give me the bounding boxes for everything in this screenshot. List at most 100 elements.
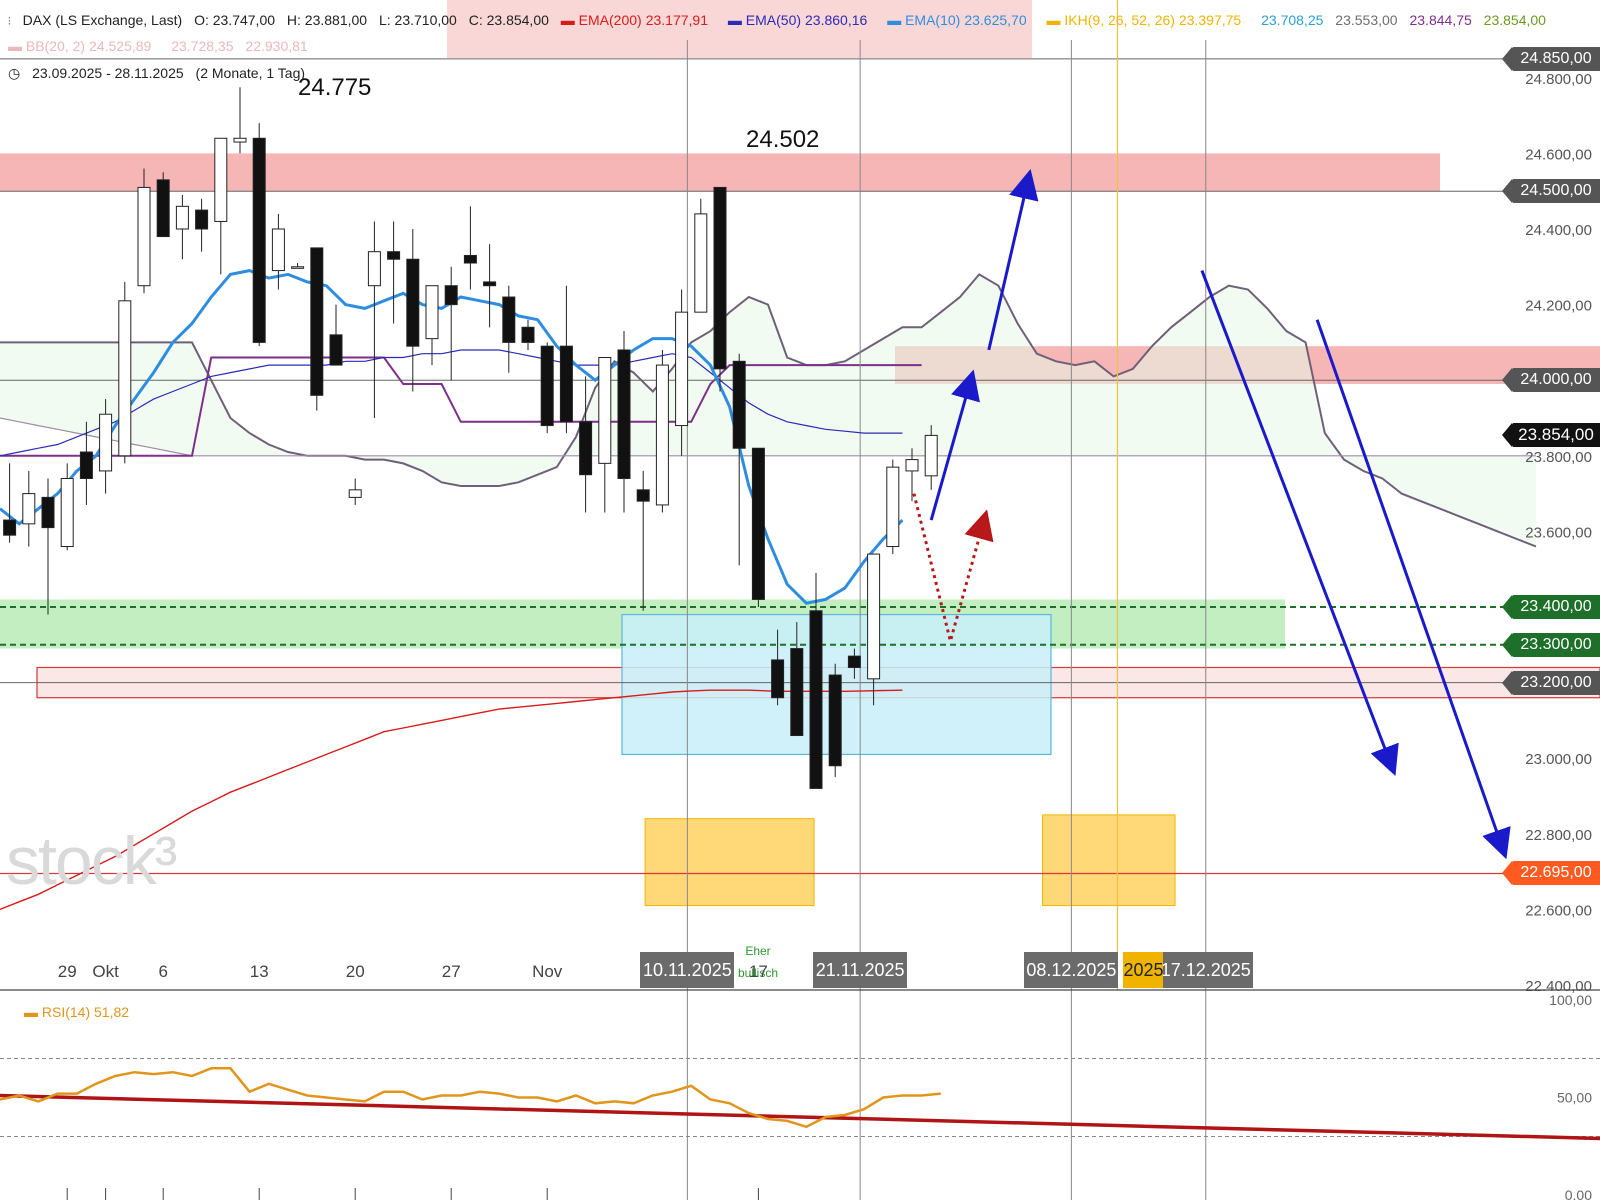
rsi-trendline bbox=[0, 1093, 1600, 1141]
y-tick-label: 22.600,00 bbox=[1525, 902, 1592, 919]
candle bbox=[828, 674, 842, 767]
ema200-value: 23.177,91 bbox=[645, 12, 708, 28]
candle bbox=[655, 364, 669, 506]
price-label-23400: 23.400,00 bbox=[1502, 595, 1600, 619]
ema50-legend: ▬ EMA(50) 23.860,16 bbox=[727, 12, 868, 28]
candle bbox=[99, 413, 113, 472]
bb-value-3: 22.930,81 bbox=[245, 38, 308, 54]
header-line-2: ▬ BB(20, 2) 24.525,89 23.728,35 22.930,81 bbox=[8, 38, 316, 54]
ema10-value: 23.625,70 bbox=[964, 12, 1027, 28]
header-line-1: ⫶ DAX (LS Exchange, Last) O: 23.747,00 H… bbox=[8, 12, 1554, 29]
y-tick-label: 22.400,00 bbox=[1525, 978, 1592, 995]
stock3-logo: stock³ bbox=[6, 823, 177, 899]
candle bbox=[771, 659, 785, 699]
projection-arrow-up-1 bbox=[929, 369, 980, 521]
y-tick-label: 23.600,00 bbox=[1525, 524, 1592, 541]
bb-value-2: 23.728,35 bbox=[171, 38, 234, 54]
candle bbox=[886, 466, 900, 548]
zone-time-box-1 bbox=[644, 818, 815, 907]
candle bbox=[847, 655, 861, 668]
candle bbox=[271, 228, 285, 272]
candle bbox=[694, 213, 708, 313]
candle bbox=[367, 251, 381, 287]
date-label-08.12.2025: 08.12.2025 bbox=[1024, 952, 1119, 988]
x-tick-label: Okt bbox=[92, 962, 119, 981]
bb-label: BB(20, 2) bbox=[25, 38, 86, 54]
close-value: C: 23.854,00 bbox=[468, 12, 549, 28]
candle bbox=[156, 179, 170, 238]
candle bbox=[636, 489, 650, 502]
rsi-y-tick-label: 50,00 bbox=[1557, 1090, 1592, 1106]
ichimoku-span-a bbox=[0, 273, 1537, 548]
ikh-value-1: 23.397,75 bbox=[1178, 12, 1242, 28]
candle bbox=[387, 251, 401, 260]
rsi-line bbox=[0, 1067, 941, 1129]
projection-arrow-dotted bbox=[912, 493, 994, 647]
ema50-label: EMA(50) bbox=[745, 12, 802, 28]
low-value: L: 23.710,00 bbox=[378, 12, 457, 28]
candle bbox=[732, 360, 746, 449]
price-label-23200: 23.200,00 bbox=[1502, 670, 1600, 695]
zone-resistance-top bbox=[0, 153, 1440, 192]
bar-chart-icon: ⫶ bbox=[8, 16, 11, 28]
bb-legend: ▬ BB(20, 2) 24.525,89 bbox=[8, 38, 152, 54]
candle bbox=[790, 648, 804, 737]
candle bbox=[3, 519, 17, 536]
y-tick-label: 24.800,00 bbox=[1525, 71, 1592, 88]
candle bbox=[233, 137, 247, 143]
candle bbox=[41, 496, 55, 529]
candle bbox=[598, 357, 612, 464]
candle bbox=[540, 345, 554, 427]
ema200-label: EMA(200) bbox=[578, 12, 642, 28]
rsi-y-tick-label: 100,00 bbox=[1549, 992, 1592, 1008]
ikh-label: IKH(9, 26, 52, 26) bbox=[1064, 12, 1175, 28]
period-detail: (2 Monate, 1 Tag) bbox=[195, 65, 306, 81]
candle bbox=[214, 137, 228, 222]
projection-arrow-down-1 bbox=[1200, 270, 1399, 776]
date-label-21.11.2025: 21.11.2025 bbox=[813, 952, 908, 988]
zone-time-box-2 bbox=[1042, 814, 1176, 907]
candle bbox=[195, 209, 209, 230]
price-label-24000: 24.000,00 bbox=[1502, 368, 1600, 393]
y-tick-label: 24.400,00 bbox=[1525, 222, 1592, 239]
x-tick-label: Nov bbox=[532, 962, 563, 981]
ikh-value-4: 23.844,75 bbox=[1409, 12, 1472, 28]
ema10-legend: ▬ EMA(10) 23.625,70 bbox=[887, 12, 1027, 28]
price-label-22695: 22.695,00 bbox=[1502, 861, 1600, 886]
ikh-value-5: 23.854,00 bbox=[1483, 12, 1546, 28]
candle bbox=[905, 459, 919, 472]
rsi-legend: ▬ RSI(14) 51,82 bbox=[24, 1004, 129, 1020]
candle bbox=[809, 610, 823, 789]
candle bbox=[617, 349, 631, 479]
candle bbox=[444, 285, 458, 306]
date-label-17.12.2025: 17.12.2025 bbox=[1158, 952, 1253, 988]
candle bbox=[348, 489, 362, 498]
ema200-legend: ▬ EMA(200) 23.177,91 bbox=[560, 12, 708, 28]
price-label-23300: 23.300,00 bbox=[1502, 632, 1600, 657]
price-label-24850: 24.850,00 bbox=[1502, 46, 1600, 71]
projection-arrow-down-2 bbox=[1315, 319, 1511, 860]
candle bbox=[291, 266, 305, 269]
annotation-high-2: 24.502 bbox=[746, 126, 819, 153]
y-tick-label: 24.600,00 bbox=[1525, 146, 1592, 163]
candle bbox=[502, 296, 516, 343]
period-range: 23.09.2025 - 28.11.2025 bbox=[32, 65, 184, 81]
ichimoku-kijun bbox=[0, 356, 922, 457]
candle bbox=[463, 254, 477, 264]
candle bbox=[329, 334, 343, 366]
ichimoku-cloud bbox=[0, 274, 1536, 547]
ichimoku-span-b bbox=[0, 417, 1536, 457]
ikh-value-3: 23.553,00 bbox=[1335, 12, 1398, 28]
candle bbox=[22, 493, 36, 525]
header-line-3: ◷ 23.09.2025 - 28.11.2025 (2 Monate, 1 T… bbox=[8, 65, 313, 82]
ikh-value-2: 23.708,25 bbox=[1261, 12, 1324, 28]
clock-icon: ◷ bbox=[8, 65, 21, 81]
candle bbox=[713, 186, 727, 370]
date-label-10.11.2025: 10.11.2025 bbox=[640, 952, 735, 988]
rsi-y-tick-label: 0,00 bbox=[1565, 1187, 1592, 1200]
candle bbox=[425, 285, 439, 340]
x-tick-label: 13 bbox=[250, 962, 269, 981]
date-label-partial: 2025 bbox=[1123, 952, 1163, 988]
candle bbox=[867, 553, 881, 680]
